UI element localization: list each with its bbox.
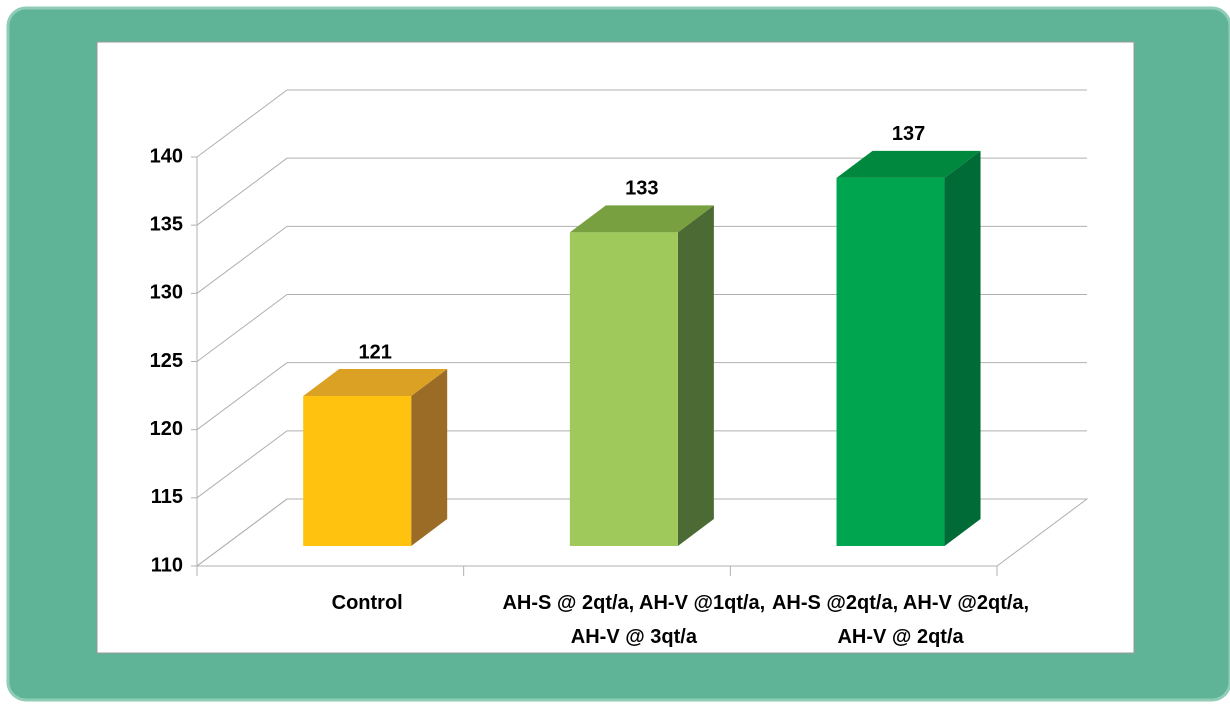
x-tick-label: AH-S @ 2qt/a, AH-V @1qt/a, AH-V @ 3qt/a: [502, 592, 766, 648]
grid-line: [196, 294, 1087, 362]
grid-line: [196, 430, 1087, 499]
y-tick-label: 110: [151, 554, 183, 576]
data-label: 121: [359, 341, 392, 363]
bar: [569, 232, 678, 546]
y-tick-label: 125: [150, 350, 183, 372]
bar-side: [411, 369, 448, 546]
bar-top: [303, 369, 448, 397]
bar-side: [944, 150, 981, 546]
bar-top: [569, 205, 714, 233]
grid-line: [196, 362, 1087, 431]
bar-side: [677, 205, 714, 546]
y-tick-label: 135: [150, 213, 183, 235]
grid-line: [196, 498, 1087, 567]
y-tick-label: 120: [150, 418, 183, 440]
x-tick-label: Control: [331, 592, 403, 614]
data-label: 133: [625, 178, 658, 200]
x-tick-label: AH-S @2qt/a, AH-V @2qt/a, AH-V @ 2qt/a: [771, 592, 1030, 648]
bar: [836, 177, 945, 546]
y-tick-label: 140: [150, 145, 183, 167]
y-tick-label: 130: [150, 282, 183, 304]
bar: [303, 396, 412, 546]
grid-line: [196, 157, 1087, 226]
grid-line: [196, 89, 1087, 158]
y-tick-label: 115: [151, 486, 183, 508]
bar-top: [836, 150, 981, 178]
grid-line: [196, 225, 1087, 294]
data-label: 137: [892, 123, 925, 145]
